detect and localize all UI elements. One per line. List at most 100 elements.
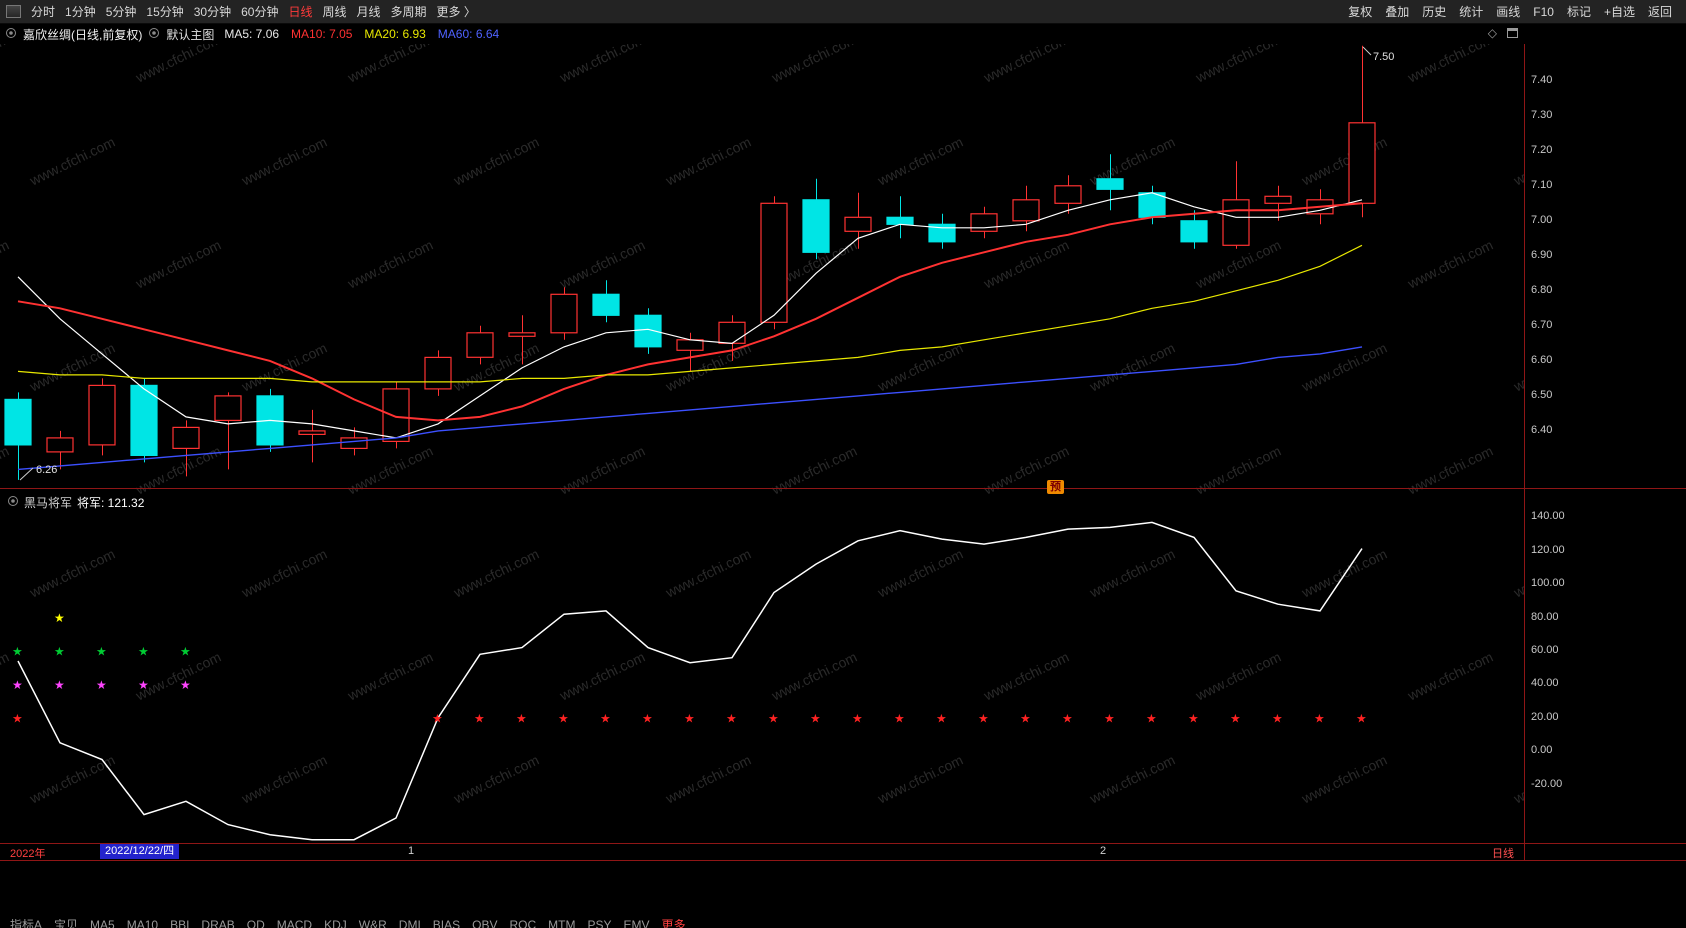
period-tab-6[interactable]: 日线 [288,5,313,19]
main-candlestick-chart[interactable]: 7.50 6.26 [0,44,1524,489]
diamond-icon[interactable]: ◇ [1487,26,1497,40]
red-star: ★ [1230,711,1241,725]
toolbar-action-7[interactable]: +自选 [1603,5,1635,19]
bottom-indicator-item-11[interactable]: BIAS [432,919,461,928]
time-axis[interactable]: 2022年 2022/12/22/四 日线 1 2 [0,844,1524,860]
bottom-indicator-item-15[interactable]: PSY [587,919,612,928]
pane-divider-vertical [1524,44,1525,861]
red-star: ★ [642,711,653,725]
indicator-tick: 140.00 [1531,510,1565,523]
indicator-tick: 0.00 [1531,744,1553,757]
sub-indicator-value: 将军: 121.32 [77,496,145,510]
indicator-tick: 80.00 [1531,610,1559,623]
toolbar-action-4[interactable]: 画线 [1496,5,1521,19]
sub-indicator-chart[interactable]: ★ ★ ★ ★ ★ ★ ★ ★ ★ ★ ★ ★ ★ ★ ★ ★ ★ ★ ★ ★ ★ ★ ★ ★ ★ ★ ★ ★ ★ ★ ★ ★ ★ ★ ★ [0,489,1524,843]
toolbar-action-8[interactable]: 返回 [1647,5,1672,19]
toolbar-actions: 复权 叠加 历史 统计 画线 F10 标记 +自选 返回 [1348,3,1686,20]
period-tab-10[interactable]: 更多 〉 [436,5,476,19]
magenta-star: ★ [96,678,107,692]
bottom-indicator-item-5[interactable]: DRAB [201,919,235,928]
period-tab-1[interactable]: 1分钟 [65,5,96,19]
bottom-indicator-item-4[interactable]: BBI [170,919,190,928]
bottom-indicator-item-0[interactable]: 指标A [10,919,43,928]
toolbar-action-0[interactable]: 复权 [1348,5,1373,19]
red-star: ★ [894,711,905,725]
bottom-indicator-item-17[interactable]: 更多 [661,919,686,928]
price-tick: 6.40 [1531,423,1553,436]
red-star: ★ [12,711,23,725]
bottom-indicator-item-7[interactable]: MACD [276,919,313,928]
app-icon[interactable] [6,5,21,18]
main-indicator-label: 默认主图 [166,27,215,42]
price-tick: 7.10 [1531,178,1553,191]
red-star: ★ [684,711,695,725]
red-star: ★ [726,711,737,725]
period-tab-4[interactable]: 30分钟 [193,5,232,19]
bottom-indicator-item-8[interactable]: KDJ [324,919,347,928]
magenta-star: ★ [138,678,149,692]
price-tick: 6.50 [1531,388,1553,401]
price-tick: 7.30 [1531,108,1553,121]
period-tab-8[interactable]: 月线 [356,5,381,19]
pane-divider-axis-bottom [0,860,1686,861]
red-star: ★ [1062,711,1073,725]
price-tick: 7.20 [1531,143,1553,156]
toolbar-action-5[interactable]: F10 [1533,4,1554,19]
bottom-indicator-item-1[interactable]: 宝贝 [54,919,79,928]
top-menubar: 分时 1分钟 5分钟 15分钟 30分钟 60分钟 日线 周线 月线 多周期 更多 〉 复权 叠加 历史… [0,0,1686,24]
red-star: ★ [1356,711,1367,725]
bottom-indicator-bar: 指标A 宝贝 MA5 MA10 BBI DRAB OD MACD KDJ W&R DMI BIAS OB… [0,919,1686,928]
bottom-indicator-item-14[interactable]: MTM [548,919,576,928]
toolbar-action-3[interactable]: 统计 [1459,5,1484,19]
red-star: ★ [1104,711,1115,725]
ma-value-0: MA5: 7.06 [224,27,280,41]
stock-toggle-icon[interactable] [5,27,17,42]
svg-text:6.26: 6.26 [36,464,57,476]
bottom-indicator-item-16[interactable]: EMV [623,919,650,928]
ma-values: MA5: 7.06 MA10: 7.05 MA20: 6.93 MA60: 6.64 [224,27,499,41]
green-star: ★ [180,645,191,659]
maximize-panel-icon[interactable] [1507,28,1518,38]
sub-indicator-name: 黑马将军 [24,496,73,510]
sub-indicator-toggle-icon[interactable] [7,495,19,510]
green-star: ★ [54,645,65,659]
price-tick: 6.90 [1531,248,1553,261]
period-tabs: 分时 1分钟 5分钟 15分钟 30分钟 60分钟 日线 周线 月线 多周期 更多 〉 [0,3,476,20]
magenta-star: ★ [180,678,191,692]
red-star: ★ [852,711,863,725]
red-star: ★ [516,711,527,725]
period-tab-2[interactable]: 5分钟 [105,5,137,19]
red-star: ★ [1020,711,1031,725]
bottom-indicator-item-3[interactable]: MA10 [126,919,159,928]
toolbar-action-1[interactable]: 叠加 [1385,5,1410,19]
pane-divider-main-sub [0,488,1686,489]
toolbar-action-6[interactable]: 标记 [1566,5,1591,19]
main-indicator-toggle-icon[interactable] [148,27,160,42]
period-tab-9[interactable]: 多周期 [390,5,427,19]
indicator-tick: 20.00 [1531,710,1559,723]
period-tab-3[interactable]: 15分钟 [146,5,184,19]
toolbar-action-2[interactable]: 历史 [1422,5,1447,19]
red-star: ★ [768,711,779,725]
period-tab-0[interactable]: 分时 [31,5,56,19]
green-star: ★ [12,645,23,659]
bottom-indicator-item-13[interactable]: ROC [509,919,537,928]
sub-indicator-header: 黑马将军 将军: 121.32 [7,494,144,511]
bottom-indicator-item-2[interactable]: MA5 [90,919,115,928]
bottom-indicator-item-9[interactable]: W&R [358,919,387,928]
red-star: ★ [432,711,443,725]
indicator-tick: 40.00 [1531,677,1559,690]
period-tab-7[interactable]: 周线 [322,5,347,19]
infobar-right-icons: ◇ [1488,26,1518,40]
alert-badge: 预 [1047,480,1064,494]
bottom-indicator-item-6[interactable]: OD [246,919,265,928]
red-star: ★ [1188,711,1199,725]
bottom-indicator-item-10[interactable]: DMI [398,919,421,928]
bottom-indicator-item-12[interactable]: OBV [472,919,498,928]
red-star: ★ [558,711,569,725]
price-tick: 7.40 [1531,73,1553,86]
ma-value-1: MA10: 7.05 [291,27,353,41]
red-star: ★ [1314,711,1325,725]
green-star: ★ [96,645,107,659]
period-tab-5[interactable]: 60分钟 [241,5,279,19]
